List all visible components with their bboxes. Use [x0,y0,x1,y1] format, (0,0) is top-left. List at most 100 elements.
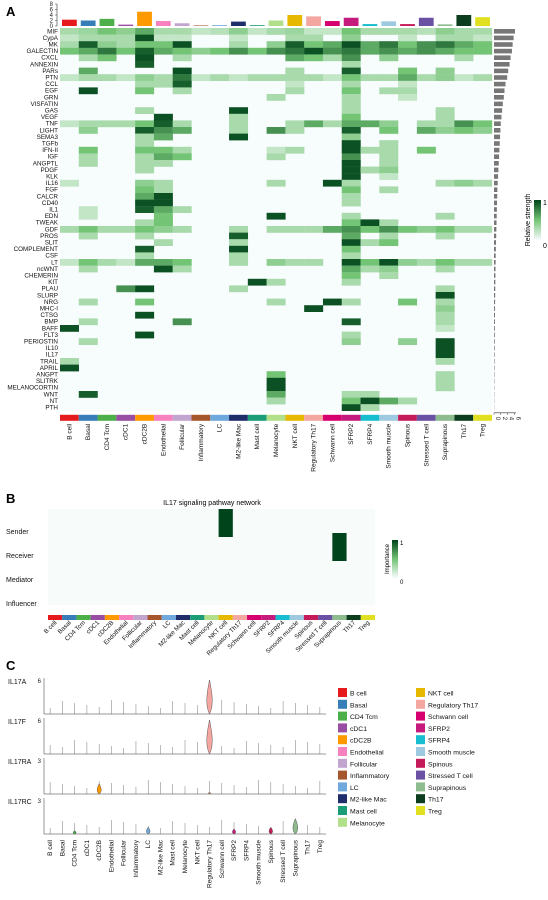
heatmap-cell [97,34,117,42]
cell-type-color-strip-a [60,414,492,421]
heatmap-cell [341,259,361,266]
heatmap-cell [454,41,474,48]
pathway-label: IGF [48,154,59,161]
cell-type-label: Schwann cell [329,423,336,462]
heatmap-cell [341,140,361,147]
right-bar [494,167,499,173]
heatmap-cell [78,67,98,75]
right-bar-chart [494,29,515,410]
heatmap-cell [153,146,173,154]
pathway-label: IL1 [49,206,58,213]
heatmap-cell [435,358,455,365]
heatmap-cell [285,28,305,35]
right-bar [494,108,503,113]
heatmap-cell [135,193,155,200]
cell-type-swatch [247,414,267,421]
role-label: Influencer [6,601,37,608]
heatmap-b-cells [218,509,347,561]
pathway-label: KLK [46,173,59,180]
right-bar [494,200,498,206]
heatmap-cell [135,153,155,161]
legend-swatch [338,688,347,697]
heatmap-cell [360,404,380,411]
heatmap-cell [266,179,286,187]
top-bar-chart [62,11,490,26]
cell-type-label: Treg [317,840,324,854]
right-bar [494,240,497,245]
cell-type-swatch [416,414,436,421]
cell-type-label: LC [162,619,173,630]
heatmap-cell [135,34,155,42]
cell-type-swatch [153,414,173,421]
heatmap-cell [135,298,155,306]
heatmap-cell [135,311,155,319]
heatmap-cell [341,397,361,405]
heatmap-cell [97,74,117,81]
heatmap-cell [398,259,418,266]
top-bar [99,18,115,26]
heatmap-cell [454,54,474,62]
heatmap-cell [322,298,342,306]
heatmap-cell [78,28,98,35]
pathway-label: CALCR [37,193,59,200]
pathway-label: PLAU [42,286,59,293]
heatmap-cell [135,245,155,253]
top-axis-tick-label: 8 [50,2,54,8]
right-bar [494,339,495,344]
heatmap-cell [229,259,249,266]
legend-bar [392,540,398,578]
heatmap-cell [454,226,474,233]
heatmap-cell [229,127,249,134]
pathway-label: FGF [45,187,58,194]
heatmap-cell [398,87,418,95]
cell-type-swatch [210,414,230,421]
top-bar [343,17,359,26]
heatmap-cell [322,47,342,55]
heatmap-cell [285,41,305,48]
heatmap-cell [229,120,249,128]
heatmap-cell [135,54,155,62]
cell-type-label: Smooth muscle [256,840,263,885]
cell-type-swatch [78,414,98,421]
pathway-label: EGF [45,88,58,95]
pathway-label: PROS [40,233,58,240]
heatmap-cell [435,292,455,299]
heatmap-cell [341,87,361,95]
heatmap-cell [341,404,361,411]
heatmap-cell [229,41,249,48]
heatmap-cell [360,120,380,128]
heatmap-cell [341,252,361,260]
heatmap-cell [266,226,286,233]
heatmap-cell [153,219,173,227]
legend-swatch [338,747,347,756]
heatmap-cell [285,67,305,75]
heatmap-cell [172,34,192,42]
heatmap-cell [360,47,380,55]
violin-row: IL17RC 3 [8,798,326,835]
cell-type-label: cDC2B [96,840,103,861]
right-bar [494,187,498,192]
role-labels: Sender Receiver Mediator Influencer [6,529,37,608]
heatmap-cell [341,212,361,220]
heatmap-cell [379,259,399,266]
cell-type-label: Follicular [121,839,128,866]
legend-swatch [338,806,347,815]
legend-label: Spinous [428,761,453,768]
cell-type-swatch [360,414,380,421]
heatmap-cell [379,146,399,154]
heatmap-cell [135,179,155,187]
heatmap-cell [60,34,79,42]
role-label: Receiver [6,553,34,560]
heatmap-cell [135,232,155,240]
pathway-label: IL10 [46,345,59,352]
right-bar [494,266,496,272]
heatmap-cell [360,166,380,174]
right-bar [494,365,495,371]
heatmap-cell [153,28,173,35]
cell-type-label: CD4 Tcm [72,840,79,867]
heatmap-cell [341,186,361,194]
heatmap-cell [473,120,493,128]
heatmap-cell [135,61,155,68]
heatmap-cell [322,54,342,62]
